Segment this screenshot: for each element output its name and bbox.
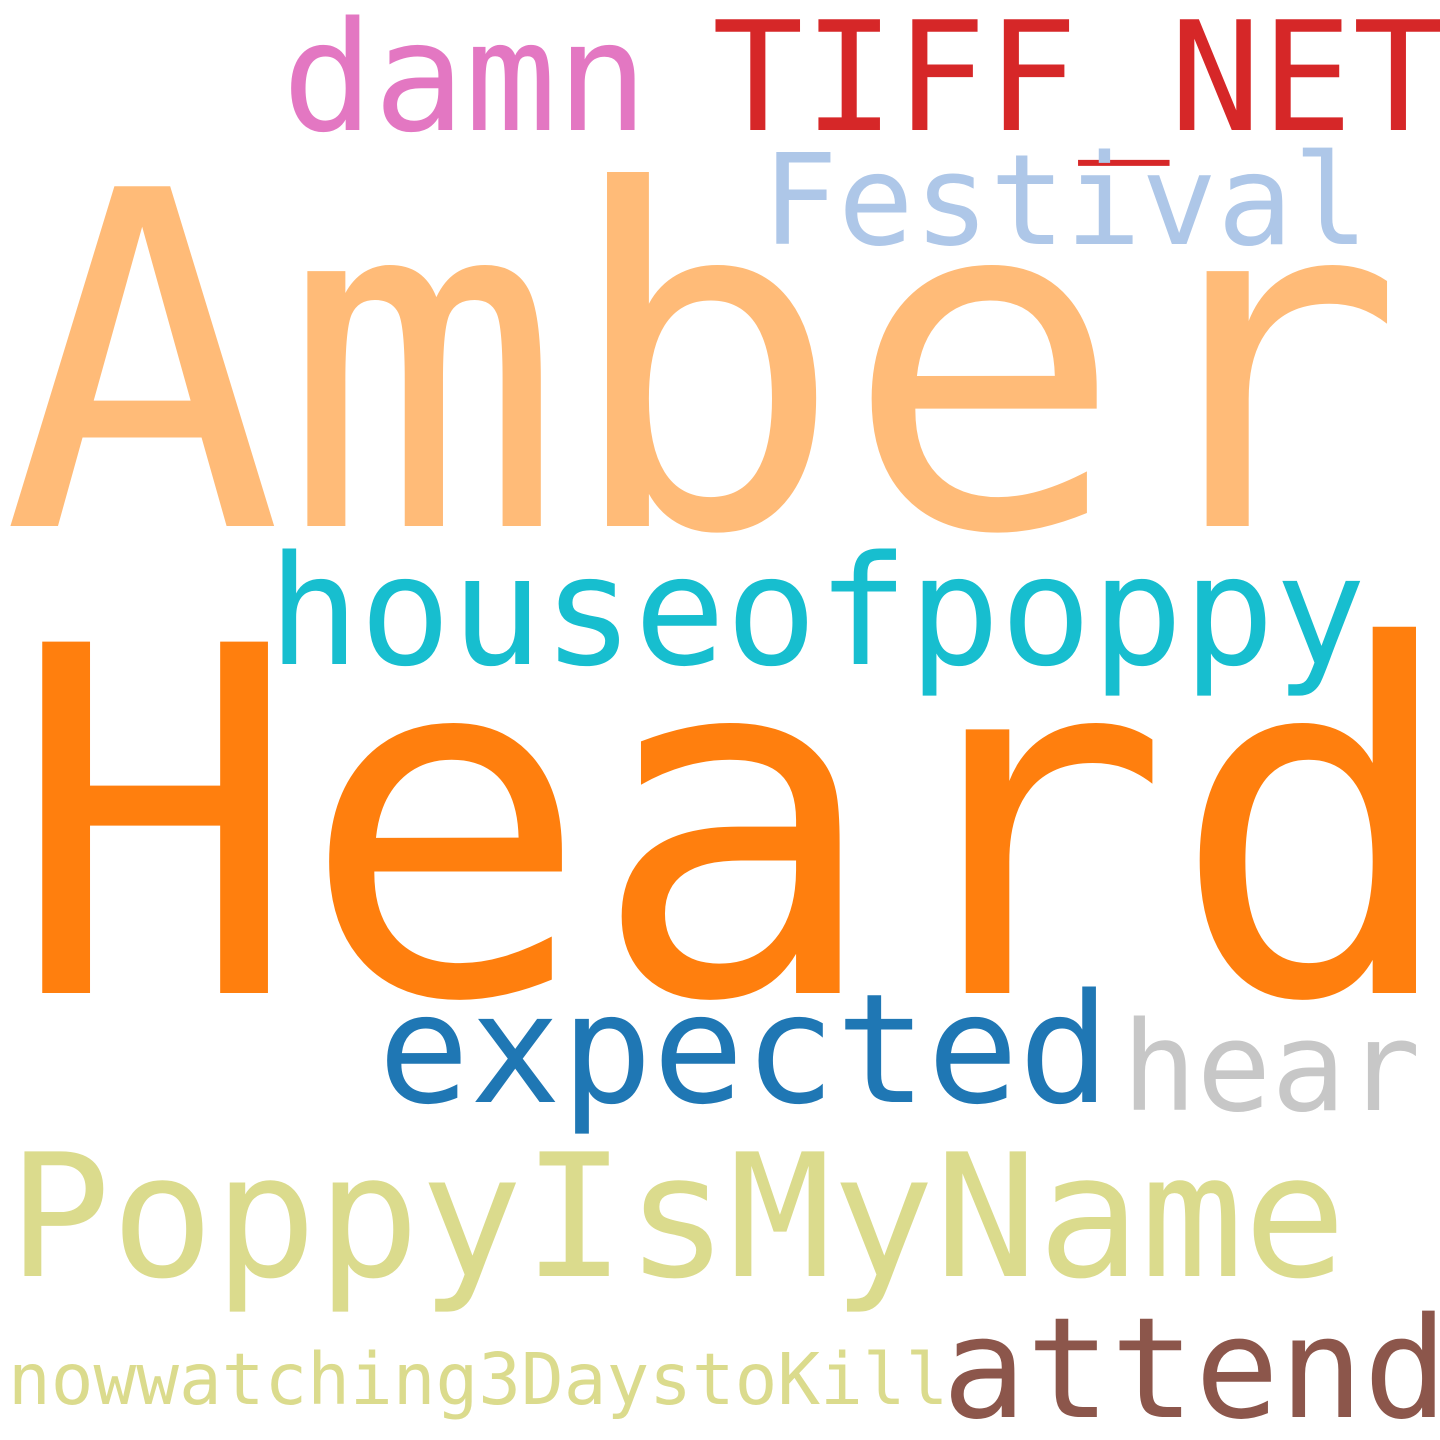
word-poppyismyname: PoppyIsMyName — [8, 1118, 1347, 1317]
word-hear: hear — [1122, 996, 1421, 1140]
word-houseofpoppy: houseofpoppy — [268, 523, 1367, 700]
word-expected: expected — [378, 961, 1111, 1138]
word-nowwatching3daystokill: nowwatching3DaystoKill — [8, 1338, 949, 1421]
word-amber: Amber — [2, 93, 1405, 636]
word-tiff-net: TIFF_NET — [712, 0, 1440, 166]
word-attend: attend — [942, 1288, 1440, 1440]
word-heard: Heard — [10, 546, 1440, 1107]
word-festival: Festival — [762, 127, 1369, 274]
word-damn: damn — [282, 0, 649, 166]
